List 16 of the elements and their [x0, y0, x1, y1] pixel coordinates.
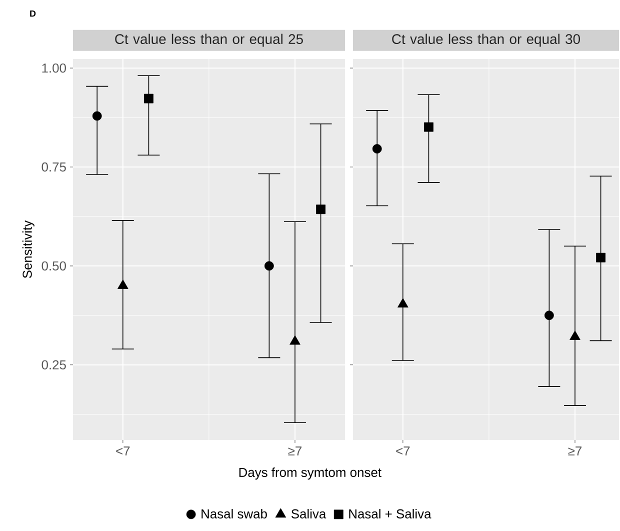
x-tick-label: ≥7 — [288, 446, 302, 456]
y-tick-label: 0.25 — [42, 360, 66, 370]
legend-label: Nasal swab — [202, 508, 267, 518]
x-tick-label: ≥7 — [568, 446, 582, 456]
x-tick-label: <7 — [396, 446, 410, 456]
y-tick-label: 1.00 — [42, 64, 66, 73]
chart-title: Ct value less than or equal 30 — [392, 34, 580, 47]
x-tick-label: <7 — [116, 446, 130, 456]
y-axis-title: Sensitivity — [22, 220, 34, 278]
text: D — [30, 10, 36, 17]
x-axis-title: Days from symtom onset — [239, 468, 382, 480]
chart-title: Ct value less than or equal 25 — [115, 34, 303, 47]
legend-label: Saliva — [291, 508, 326, 518]
y-tick-label: 0.50 — [42, 261, 66, 270]
legend-label: Nasal + Saliva — [349, 508, 432, 518]
y-tick-label: 0.75 — [42, 162, 66, 172]
